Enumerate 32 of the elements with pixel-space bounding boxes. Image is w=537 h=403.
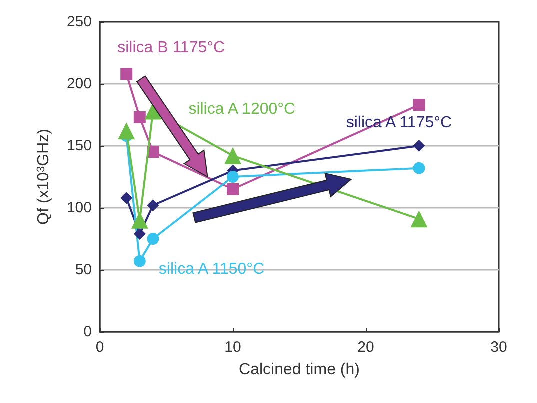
y-tick-label: 100 (66, 200, 92, 216)
x-tick-label: 20 (358, 339, 374, 356)
point (120, 192, 133, 204)
y-tick-label: 0 (84, 324, 92, 340)
point (134, 111, 146, 124)
point (147, 233, 160, 245)
series-label: silica B 1175°C (118, 40, 226, 57)
point (131, 212, 148, 229)
y-axis-title: Qf (x103GHz) (36, 129, 52, 225)
point (413, 99, 426, 112)
point (147, 200, 160, 212)
x-tick-label: 0 (96, 339, 104, 356)
series-label: silica A 1200°C (188, 100, 296, 118)
point (227, 183, 239, 196)
point (144, 102, 162, 120)
point (134, 255, 146, 268)
x-tick-label: 30 (490, 339, 508, 356)
y-tick-label: 150 (66, 138, 92, 154)
point (120, 68, 133, 80)
x-axis-title: Calcined time (h) (239, 362, 360, 378)
x-tick-label: 10 (224, 339, 242, 356)
point (413, 162, 426, 174)
point (413, 140, 426, 152)
point (410, 210, 428, 228)
series-label: silica A 1175°C (346, 114, 452, 132)
y-tick-label: 200 (66, 76, 92, 92)
y-tick-label: 250 (66, 14, 92, 30)
point (134, 228, 146, 240)
point (224, 147, 242, 164)
series-label: silica A 1150°C (158, 260, 265, 278)
y-tick-label: 50 (75, 262, 92, 278)
point (227, 171, 239, 183)
